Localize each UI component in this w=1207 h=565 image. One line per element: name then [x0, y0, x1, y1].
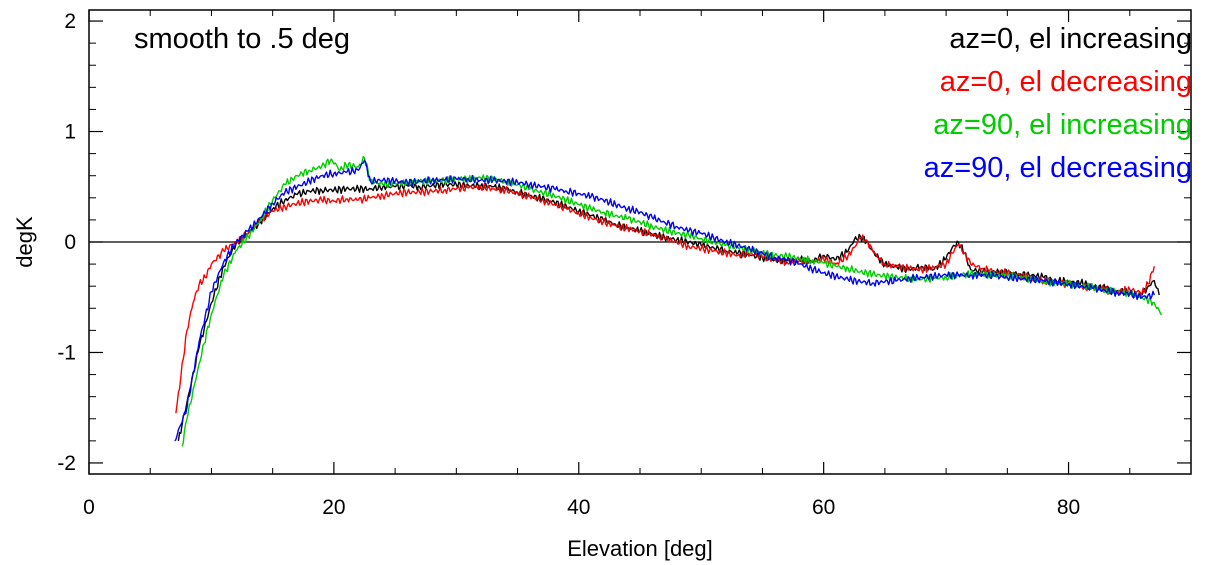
y-tick-label: -2: [57, 452, 76, 475]
axis-ticks: [88, 10, 1192, 474]
y-tick-label: -1: [57, 341, 76, 364]
series-line: [177, 180, 1160, 442]
legend-entry: az=90, el decreasing: [924, 152, 1192, 184]
smoothing-annotation: smooth to .5 deg: [134, 23, 350, 55]
y-axis-label: degK: [12, 216, 37, 268]
x-tick-label: 20: [322, 496, 345, 519]
y-tick-label: 1: [64, 121, 76, 144]
legend-entry: az=0, el decreasing: [940, 66, 1192, 98]
x-tick-label: 40: [567, 496, 590, 519]
series-line: [181, 155, 1163, 447]
legend: az=0, el increasing az=0, el decreasing az…: [924, 23, 1192, 184]
x-axis-label: Elevation [deg]: [567, 536, 713, 561]
x-tick-label: 0: [83, 496, 95, 519]
y-tick-label: 0: [64, 231, 76, 254]
tick-labels: 0 20 40 60 80 -2 -1 0 1 2: [57, 10, 1080, 519]
legend-entry: az=0, el increasing: [949, 23, 1192, 55]
x-tick-label: 60: [812, 496, 835, 519]
y-tick-label: 2: [64, 10, 76, 33]
series-line: [174, 159, 1155, 442]
legend-entry: az=90, el increasing: [933, 109, 1192, 141]
series-group: [174, 155, 1163, 447]
series-line: [175, 182, 1155, 414]
x-tick-label: 80: [1057, 496, 1080, 519]
